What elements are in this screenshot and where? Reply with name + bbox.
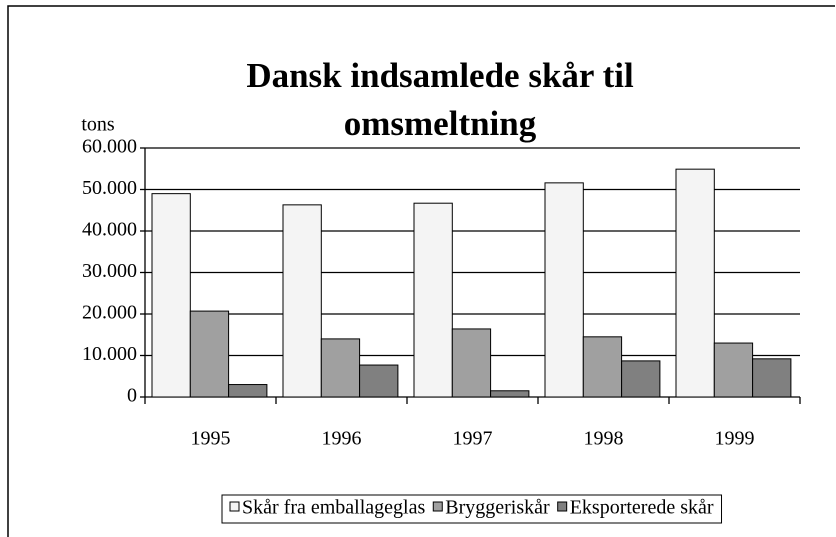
legend-box	[221, 494, 723, 524]
x-tick-label: 1996	[322, 428, 362, 450]
bar	[282, 204, 322, 398]
bar	[228, 384, 268, 398]
bar	[451, 328, 492, 398]
bar	[713, 342, 754, 398]
legend-label: Bryggeriskår	[445, 497, 550, 519]
legend-swatch	[432, 501, 443, 512]
chart-title: Dansk indsamlede skår til omsmeltning	[246, 56, 634, 143]
bar	[320, 338, 361, 398]
y-axis-label: tons	[81, 114, 115, 136]
y-tick-label: 0	[127, 385, 137, 407]
x-tick-label: 1997	[453, 428, 493, 450]
bar	[413, 202, 453, 398]
y-tick-label: 50.000	[82, 177, 137, 199]
x-tick-label: 1998	[584, 428, 624, 450]
y-tick-label: 60.000	[82, 136, 137, 158]
legend-label: Skår fra emballageglas	[242, 497, 425, 519]
y-tick-label: 20.000	[82, 302, 137, 324]
bar	[359, 364, 399, 398]
bar	[582, 336, 623, 398]
x-tick-label: 1999	[715, 428, 755, 450]
bar	[675, 168, 715, 398]
y-tick-label: 10.000	[82, 343, 137, 365]
bar	[544, 182, 584, 398]
x-tick-label: 1995	[191, 428, 231, 450]
bar	[752, 358, 792, 398]
legend-swatch	[557, 501, 568, 512]
frame	[7, 5, 835, 537]
bar	[189, 310, 230, 398]
bar	[490, 390, 530, 398]
y-tick-label: 40.000	[82, 219, 137, 241]
legend-label: Eksporterede skår	[570, 497, 714, 519]
bar	[621, 360, 661, 398]
legend-swatch	[229, 501, 240, 512]
y-tick-label: 30.000	[82, 260, 137, 282]
bar	[151, 193, 191, 398]
